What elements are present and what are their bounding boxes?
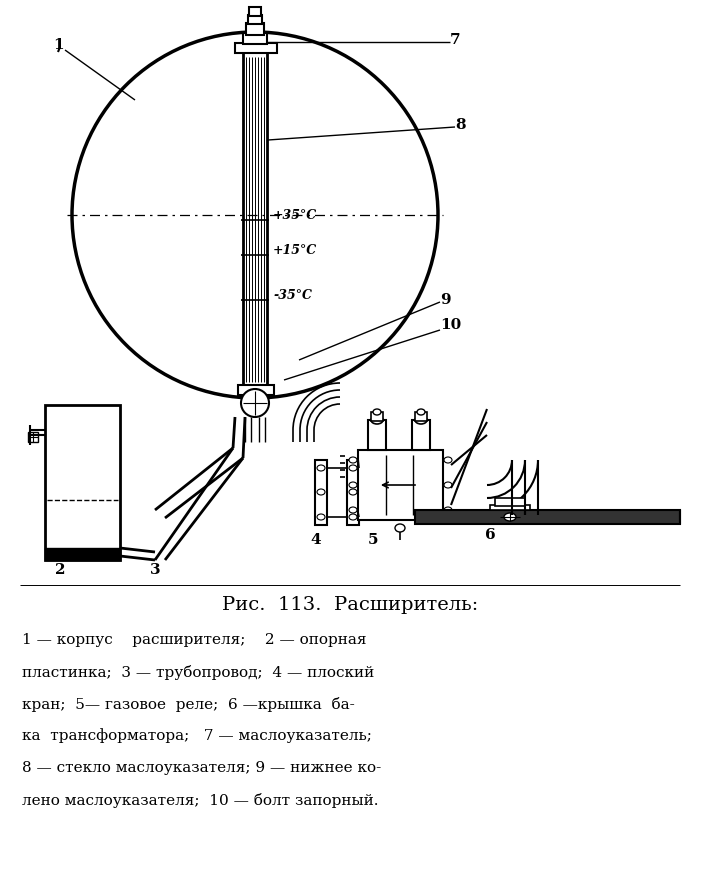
Ellipse shape (349, 514, 357, 520)
Text: ка  трансформатора;   7 — маслоуказатель;: ка трансформатора; 7 — маслоуказатель; (22, 728, 372, 744)
Ellipse shape (415, 416, 427, 424)
Ellipse shape (444, 507, 452, 513)
Bar (315, 460, 327, 525)
Bar (412, 420, 430, 450)
Ellipse shape (349, 457, 357, 463)
Bar (490, 505, 530, 510)
Bar (235, 43, 277, 53)
Text: 8 — стекло маслоуказателя; 9 — нижнее ко-: 8 — стекло маслоуказателя; 9 — нижнее ко… (22, 761, 381, 775)
Bar (246, 23, 264, 35)
Text: 9: 9 (440, 293, 451, 307)
Bar (495, 498, 525, 506)
Ellipse shape (349, 489, 357, 495)
Text: 1: 1 (53, 38, 64, 52)
Circle shape (241, 389, 269, 417)
Bar (371, 412, 383, 421)
Text: 6: 6 (485, 528, 496, 542)
Ellipse shape (417, 409, 425, 415)
Ellipse shape (371, 416, 383, 424)
Bar (368, 420, 386, 450)
Text: 8: 8 (455, 118, 465, 132)
Text: 2: 2 (55, 563, 65, 577)
Bar (347, 460, 359, 525)
Ellipse shape (444, 457, 452, 463)
Ellipse shape (349, 507, 357, 513)
Bar (415, 412, 427, 421)
Ellipse shape (395, 524, 405, 532)
Ellipse shape (444, 482, 452, 488)
Ellipse shape (349, 465, 357, 471)
Text: -35°C: -35°C (273, 288, 312, 301)
Text: 1 — корпус    расширителя;    2 — опорная: 1 — корпус расширителя; 2 — опорная (22, 633, 367, 647)
Text: 7: 7 (450, 33, 461, 47)
Ellipse shape (317, 465, 325, 471)
Ellipse shape (349, 482, 357, 488)
Text: Рис.  113.  Расширитель:: Рис. 113. Расширитель: (222, 596, 478, 614)
Bar (249, 7, 261, 16)
Text: 4: 4 (310, 533, 320, 547)
Circle shape (72, 32, 438, 398)
Ellipse shape (504, 513, 516, 521)
Text: +35°C: +35°C (273, 208, 318, 221)
Text: пластинка;  3 — трубопровод;  4 — плоский: пластинка; 3 — трубопровод; 4 — плоский (22, 665, 374, 679)
Bar (28, 432, 38, 442)
Bar (248, 15, 262, 24)
Text: 10: 10 (440, 318, 461, 332)
Text: +15°C: +15°C (273, 244, 318, 256)
Text: 5: 5 (368, 533, 379, 547)
Text: 3: 3 (150, 563, 161, 577)
Ellipse shape (317, 514, 325, 520)
Ellipse shape (373, 409, 381, 415)
Bar (243, 33, 267, 44)
Text: лено маслоуказателя;  10 — болт запорный.: лено маслоуказателя; 10 — болт запорный. (22, 793, 379, 807)
Bar (45, 405, 120, 560)
Ellipse shape (317, 489, 325, 495)
Bar (238, 385, 274, 395)
Bar (415, 510, 680, 524)
Text: кран;  5— газовое  реле;  6 —крышка  ба-: кран; 5— газовое реле; 6 —крышка ба- (22, 697, 355, 712)
Bar (358, 450, 443, 520)
Bar (45, 548, 120, 560)
